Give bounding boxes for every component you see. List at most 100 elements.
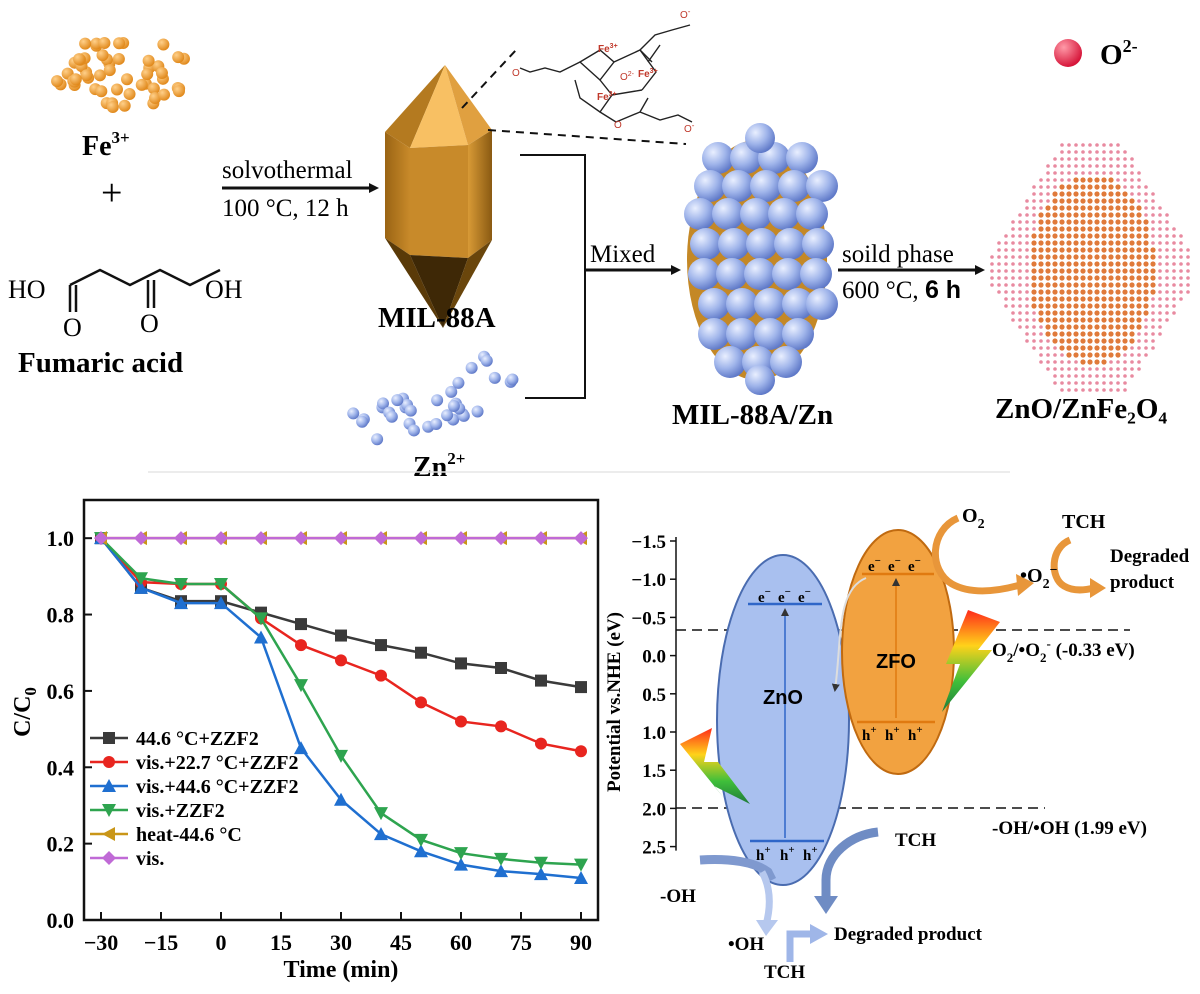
lattice-atom bbox=[1108, 331, 1114, 337]
lattice-atom bbox=[1073, 247, 1079, 253]
lattice-atom bbox=[1165, 290, 1169, 294]
lattice-atom bbox=[1088, 374, 1092, 378]
lattice-atom bbox=[1031, 296, 1037, 302]
lattice-atom bbox=[1045, 310, 1051, 316]
data-point bbox=[174, 531, 188, 546]
lattice-atom bbox=[1060, 360, 1064, 364]
fe3-particle bbox=[157, 38, 170, 51]
product-label: ZnO/ZnFe₂O₄ bbox=[995, 393, 1167, 425]
lattice-atom bbox=[1151, 297, 1155, 301]
lattice-atom bbox=[997, 269, 1001, 273]
data-point bbox=[134, 580, 148, 594]
lattice-atom bbox=[1087, 352, 1093, 358]
lattice-atom bbox=[1059, 345, 1065, 351]
lattice-atom bbox=[1108, 317, 1114, 323]
lattice-atom bbox=[997, 248, 1001, 252]
lattice-atom bbox=[1087, 324, 1093, 330]
lattice-atom bbox=[1088, 171, 1092, 175]
lattice-atom bbox=[1179, 248, 1183, 252]
lattice-atom bbox=[1087, 177, 1093, 183]
data-point bbox=[103, 756, 115, 768]
lattice-atom bbox=[1101, 177, 1107, 183]
y-tick-label: 1.0 bbox=[47, 526, 75, 551]
lattice-atom bbox=[1052, 331, 1058, 337]
lattice-atom bbox=[1011, 248, 1015, 252]
lattice-atom bbox=[1108, 184, 1114, 190]
fe3-particle bbox=[118, 99, 131, 112]
zn-sphere bbox=[782, 288, 814, 320]
lattice-atom bbox=[1123, 178, 1127, 182]
lattice-atom bbox=[1038, 289, 1044, 295]
lattice-atom bbox=[1011, 227, 1015, 231]
fe3-particle bbox=[112, 52, 125, 65]
lattice-atom bbox=[1052, 233, 1058, 239]
fe3-particle bbox=[95, 85, 108, 98]
lattice-atom bbox=[1045, 261, 1051, 267]
lattice-atom bbox=[1053, 367, 1057, 371]
data-point bbox=[534, 531, 548, 546]
lattice-atom bbox=[1045, 240, 1051, 246]
lattice-atom bbox=[1031, 268, 1037, 274]
lattice-atom bbox=[1066, 282, 1072, 288]
synthesis-panel: Fe3+ + HO OH O O Fumaric acid solvotherm… bbox=[8, 7, 1190, 483]
lattice-atom bbox=[1038, 219, 1044, 225]
oh-radical-arrow bbox=[758, 870, 773, 926]
lattice-atom bbox=[1129, 198, 1135, 204]
lattice-atom bbox=[1032, 332, 1036, 336]
data-point bbox=[102, 804, 116, 817]
lattice-atom bbox=[1060, 143, 1064, 147]
lattice-atom bbox=[1094, 240, 1100, 246]
lattice-atom bbox=[1045, 289, 1051, 295]
lattice-atom bbox=[1136, 233, 1142, 239]
lattice-atom bbox=[1074, 381, 1078, 385]
lattice-atom bbox=[1129, 205, 1135, 211]
zoom-line-bottom bbox=[487, 129, 687, 145]
lattice-atom bbox=[1186, 290, 1190, 294]
lattice-atom bbox=[1101, 198, 1107, 204]
zn2-particle bbox=[488, 371, 501, 384]
data-point bbox=[375, 669, 387, 682]
lattice-atom bbox=[1046, 192, 1050, 196]
charge-carrier: e− bbox=[778, 586, 791, 606]
lattice-atom bbox=[1158, 332, 1162, 336]
lattice-atom bbox=[1080, 352, 1086, 358]
degraded-product-label: Degraded product bbox=[834, 924, 983, 945]
lattice-atom bbox=[1046, 367, 1050, 371]
lattice-atom bbox=[1101, 226, 1107, 232]
lattice-atom bbox=[1004, 276, 1008, 280]
charge-carriers: e− e− e− e− e− e− h+ h+ h+ h+ h+ h+ bbox=[756, 555, 923, 864]
lattice-atom bbox=[1053, 360, 1057, 364]
lattice-atom bbox=[1067, 360, 1071, 364]
lattice-atom bbox=[1116, 150, 1120, 154]
x-tick-label: −30 bbox=[84, 930, 119, 955]
lattice-atom bbox=[1130, 164, 1134, 168]
lattice-atom bbox=[1179, 241, 1183, 245]
lattice-atom bbox=[1073, 317, 1079, 323]
lattice-atom bbox=[1109, 388, 1113, 392]
lattice-atom bbox=[1073, 289, 1079, 295]
lattice-atom bbox=[1025, 276, 1029, 280]
lattice-atom bbox=[1039, 332, 1043, 336]
lattice-atom bbox=[1011, 220, 1015, 224]
lattice-atom bbox=[1087, 219, 1093, 225]
zn-sphere bbox=[768, 198, 800, 230]
lattice-atom bbox=[1172, 311, 1176, 315]
lattice-atom bbox=[1150, 268, 1156, 274]
degradation-arrow bbox=[786, 930, 812, 962]
data-point bbox=[575, 681, 587, 694]
lattice-atom bbox=[1144, 192, 1148, 196]
lattice-atom bbox=[1108, 240, 1114, 246]
zn2-particle bbox=[404, 404, 417, 417]
lattice-atom bbox=[1018, 276, 1022, 280]
lattice-atom bbox=[1137, 199, 1141, 203]
lattice-atom bbox=[1004, 283, 1008, 287]
lattice-atom bbox=[1158, 276, 1162, 280]
lattice-atom bbox=[1067, 143, 1071, 147]
zn2-particle bbox=[356, 415, 369, 428]
data-point bbox=[535, 674, 547, 687]
zn2-particle bbox=[377, 397, 390, 410]
lattice-atom bbox=[1122, 275, 1128, 281]
lattice-atom bbox=[1165, 297, 1169, 301]
lattice-atom bbox=[1094, 226, 1100, 232]
fe3-particle bbox=[96, 49, 109, 62]
